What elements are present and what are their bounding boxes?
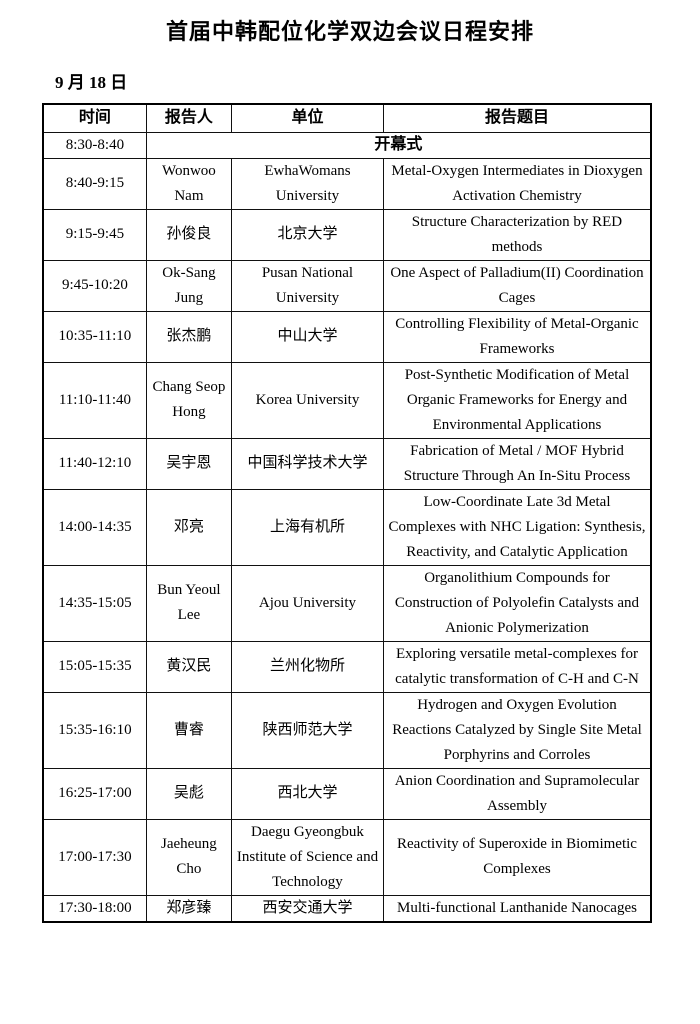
speaker-cell: Bun Yeoul Lee bbox=[145, 564, 232, 642]
talk-title-cell: Anion Coordination and Supramolecular As… bbox=[382, 767, 652, 820]
talk-title-cell: Controlling Flexibility of Metal-Organic… bbox=[382, 310, 652, 363]
time-cell: 10:35-11:10 bbox=[42, 310, 147, 363]
speaker-cell: 吴宇恩 bbox=[145, 437, 232, 490]
time-cell: 9:15-9:45 bbox=[42, 208, 147, 261]
column-header-affiliation: 单位 bbox=[230, 103, 384, 133]
affiliation-cell: 西安交通大学 bbox=[230, 894, 384, 922]
time-cell: 17:30-18:00 bbox=[42, 894, 147, 922]
table-row: 15:35-16:10 曹睿 陕西师范大学 Hydrogen and Oxyge… bbox=[42, 691, 652, 769]
time-cell: 15:05-15:35 bbox=[42, 640, 147, 693]
table-row: 8:40-9:15 Wonwoo Nam EwhaWomans Universi… bbox=[42, 157, 652, 210]
speaker-cell: Ok-Sang Jung bbox=[145, 259, 232, 312]
speaker-cell: 张杰鹏 bbox=[145, 310, 232, 363]
page-title: 首届中韩配位化学双边会议日程安排 bbox=[165, 19, 534, 44]
table-row: 9:15-9:45 孙俊良 北京大学 Structure Characteriz… bbox=[42, 208, 652, 261]
talk-title-cell: Post-Synthetic Modification of Metal Org… bbox=[382, 361, 652, 439]
affiliation-cell: EwhaWomans University bbox=[230, 157, 384, 210]
table-header-row: 时间 报告人 单位 报告题目 bbox=[42, 103, 652, 133]
time-cell: 14:35-15:05 bbox=[42, 564, 147, 642]
talk-title-cell: Low-Coordinate Late 3d Metal Complexes w… bbox=[382, 488, 652, 566]
table-row: 11:10-11:40 Chang Seop Hong Korea Univer… bbox=[42, 361, 652, 439]
affiliation-cell: 上海有机所 bbox=[230, 488, 384, 566]
affiliation-cell: 西北大学 bbox=[230, 767, 384, 820]
table-row: 11:40-12:10 吴宇恩 中国科学技术大学 Fabrication of … bbox=[42, 437, 652, 490]
date-label: 9 月 18 日 bbox=[55, 73, 128, 92]
affiliation-cell: 中国科学技术大学 bbox=[230, 437, 384, 490]
column-header-title: 报告题目 bbox=[382, 103, 652, 133]
time-cell: 14:00-14:35 bbox=[42, 488, 147, 566]
affiliation-cell: Daegu Gyeongbuk Institute of Science and… bbox=[230, 818, 384, 896]
table-row: 10:35-11:10 张杰鹏 中山大学 Controlling Flexibi… bbox=[42, 310, 652, 363]
table-row: 14:00-14:35 邓亮 上海有机所 Low-Coordinate Late… bbox=[42, 488, 652, 566]
talk-title-cell: One Aspect of Palladium(II) Coordination… bbox=[382, 259, 652, 312]
speaker-cell: Chang Seop Hong bbox=[145, 361, 232, 439]
talk-title-cell: Multi-functional Lanthanide Nanocages bbox=[382, 894, 652, 922]
talk-title-cell: Reactivity of Superoxide in Biomimetic C… bbox=[382, 818, 652, 896]
affiliation-cell: 陕西师范大学 bbox=[230, 691, 384, 769]
time-cell: 8:40-9:15 bbox=[42, 157, 147, 210]
time-cell: 9:45-10:20 bbox=[42, 259, 147, 312]
table-row: 17:00-17:30 Jaeheung Cho Daegu Gyeongbuk… bbox=[42, 818, 652, 896]
speaker-cell: 邓亮 bbox=[145, 488, 232, 566]
talk-title-cell: Fabrication of Metal / MOF Hybrid Struct… bbox=[382, 437, 652, 490]
time-cell: 17:00-17:30 bbox=[42, 818, 147, 896]
speaker-cell: 郑彦臻 bbox=[145, 894, 232, 922]
talk-title-cell: Metal-Oxygen Intermediates in Dioxygen A… bbox=[382, 157, 652, 210]
affiliation-cell: Pusan National University bbox=[230, 259, 384, 312]
affiliation-cell: 兰州化物所 bbox=[230, 640, 384, 693]
opening-ceremony-label: 开幕式 bbox=[145, 131, 652, 159]
time-cell: 15:35-16:10 bbox=[42, 691, 147, 769]
schedule-table: 时间 报告人 单位 报告题目 8:30-8:40 开幕式 8:40-9:15 W… bbox=[42, 103, 652, 923]
table-row: 14:35-15:05 Bun Yeoul Lee Ajou Universit… bbox=[42, 564, 652, 642]
time-cell: 11:10-11:40 bbox=[42, 361, 147, 439]
speaker-cell: 孙俊良 bbox=[145, 208, 232, 261]
affiliation-cell: Korea University bbox=[230, 361, 384, 439]
opening-time-cell: 8:30-8:40 bbox=[42, 131, 147, 159]
speaker-cell: Wonwoo Nam bbox=[145, 157, 232, 210]
affiliation-cell: Ajou University bbox=[230, 564, 384, 642]
speaker-cell: 黄汉民 bbox=[145, 640, 232, 693]
talk-title-cell: Organolithium Compounds for Construction… bbox=[382, 564, 652, 642]
affiliation-cell: 中山大学 bbox=[230, 310, 384, 363]
table-row: 17:30-18:00 郑彦臻 西安交通大学 Multi-functional … bbox=[42, 894, 652, 922]
speaker-cell: 曹睿 bbox=[145, 691, 232, 769]
table-row: 16:25-17:00 吴彪 西北大学 Anion Coordination a… bbox=[42, 767, 652, 820]
column-header-time: 时间 bbox=[42, 103, 147, 133]
opening-ceremony-row: 8:30-8:40 开幕式 bbox=[42, 131, 652, 159]
speaker-cell: 吴彪 bbox=[145, 767, 232, 820]
affiliation-cell: 北京大学 bbox=[230, 208, 384, 261]
table-row: 9:45-10:20 Ok-Sang Jung Pusan National U… bbox=[42, 259, 652, 312]
time-cell: 16:25-17:00 bbox=[42, 767, 147, 820]
talk-title-cell: Hydrogen and Oxygen Evolution Reactions … bbox=[382, 691, 652, 769]
time-cell: 11:40-12:10 bbox=[42, 437, 147, 490]
table-row: 15:05-15:35 黄汉民 兰州化物所 Exploring versatil… bbox=[42, 640, 652, 693]
talk-title-cell: Structure Characterization by RED method… bbox=[382, 208, 652, 261]
talk-title-cell: Exploring versatile metal-complexes for … bbox=[382, 640, 652, 693]
speaker-cell: Jaeheung Cho bbox=[145, 818, 232, 896]
column-header-speaker: 报告人 bbox=[145, 103, 232, 133]
